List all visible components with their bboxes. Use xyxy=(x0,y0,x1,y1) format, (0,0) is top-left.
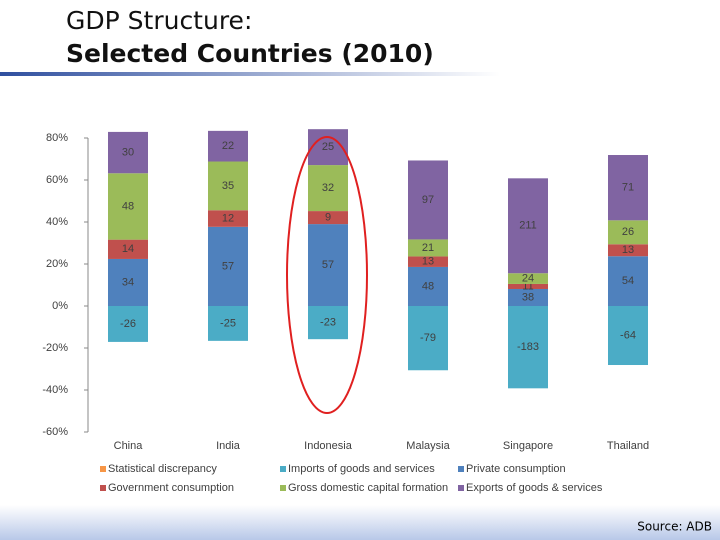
data-label: -183 xyxy=(517,341,539,353)
y-tick-label: 60% xyxy=(46,174,68,186)
data-label: 35 xyxy=(222,180,234,192)
bar-segment xyxy=(208,306,248,341)
data-label: 211 xyxy=(519,220,537,232)
data-label: 32 xyxy=(322,182,334,194)
data-label: 14 xyxy=(122,243,134,255)
bar-segment xyxy=(608,306,648,366)
data-label: 38 xyxy=(522,291,534,303)
bar-segment xyxy=(408,306,448,371)
bar-segment xyxy=(608,220,648,245)
x-tick-label: China xyxy=(114,440,144,452)
bar-segment xyxy=(308,224,348,306)
bar-segment xyxy=(308,165,348,212)
y-tick-label: 40% xyxy=(46,216,68,228)
bar-segment xyxy=(208,161,248,211)
chart-title: GDP Structure: xyxy=(66,6,252,35)
source: Source: ADB xyxy=(637,520,712,534)
data-label: 26 xyxy=(622,226,634,238)
bar-segment xyxy=(508,178,548,274)
y-tick-label: 0% xyxy=(52,300,68,312)
bar-segment xyxy=(408,239,448,257)
legend-label: Private consumption xyxy=(466,463,566,475)
data-label: 48 xyxy=(122,200,134,212)
plot-area: 80% 60% 40% 20% 0% -20% -40% -60% China 34 14 48 30 -… xyxy=(42,129,649,494)
y-tick-label: -40% xyxy=(42,384,68,396)
legend-swatch xyxy=(458,485,464,491)
bar-segment xyxy=(508,306,548,389)
x-tick-label: Thailand xyxy=(607,440,649,452)
legend-label: Imports of goods and services xyxy=(288,463,435,475)
bar-segment xyxy=(208,210,248,227)
legend-label: Government consumption xyxy=(108,482,234,494)
x-tick-label: Singapore xyxy=(503,440,553,452)
legend-swatch xyxy=(100,466,106,472)
bar-segment xyxy=(608,256,648,306)
data-label: -64 xyxy=(620,329,636,341)
data-label: 71 xyxy=(622,182,634,194)
y-tick-label: 20% xyxy=(46,258,68,270)
chart-subtitle: Selected Countries (2010) xyxy=(66,39,434,68)
bar-segment xyxy=(108,306,148,342)
data-label: 22 xyxy=(222,140,234,152)
highlight-ellipse xyxy=(286,136,368,414)
legend-label: Statistical discrepancy xyxy=(108,463,217,475)
bar-segment xyxy=(108,258,148,306)
x-tick-label: Malaysia xyxy=(406,440,450,452)
data-label: -25 xyxy=(220,317,236,329)
data-label: -23 xyxy=(320,316,336,328)
data-label: 13 xyxy=(422,256,434,268)
data-label: 21 xyxy=(422,242,434,254)
data-label: 24 xyxy=(522,273,534,285)
legend-swatch xyxy=(100,485,106,491)
legend-label: Gross domestic capital formation xyxy=(288,482,448,494)
data-label: 54 xyxy=(622,275,634,287)
x-tick-label: Indonesia xyxy=(304,440,353,452)
data-label: 12 xyxy=(222,212,234,224)
data-label: 25 xyxy=(322,141,334,153)
data-label: 11 xyxy=(522,280,533,292)
data-label: -79 xyxy=(420,332,436,344)
legend-swatch xyxy=(280,485,286,491)
data-label: 13 xyxy=(622,244,634,256)
data-label: 57 xyxy=(322,259,334,271)
bar-segment xyxy=(108,239,148,259)
y-tick-label: 80% xyxy=(46,132,68,144)
y-tick-label: -20% xyxy=(42,342,68,354)
bar-segment xyxy=(508,283,548,289)
legend-swatch xyxy=(458,466,464,472)
x-tick-label: India xyxy=(216,440,241,452)
legend-swatch xyxy=(280,466,286,472)
data-label: 48 xyxy=(422,280,434,292)
bar-segment xyxy=(208,130,248,162)
bar-segment xyxy=(508,273,548,284)
data-label: 30 xyxy=(122,147,134,159)
data-label: 97 xyxy=(422,194,434,206)
data-label: -26 xyxy=(120,318,136,330)
bar-segment xyxy=(608,155,648,221)
y-tick-label: -60% xyxy=(42,426,68,438)
data-label: 57 xyxy=(222,260,234,272)
bar-segment xyxy=(108,131,148,174)
bar-segment xyxy=(508,288,548,306)
bar-segment xyxy=(308,211,348,225)
bar-segment xyxy=(608,244,648,257)
data-label: 9 xyxy=(325,211,331,223)
legend-label: Exports of goods & services xyxy=(466,482,603,494)
bar-segment xyxy=(408,266,448,306)
bar-segment xyxy=(308,306,348,340)
data-label: 34 xyxy=(122,276,134,288)
bar-segment xyxy=(408,160,448,240)
bar-segment xyxy=(208,226,248,306)
bar-segment xyxy=(108,173,148,240)
bar-segment xyxy=(408,256,448,267)
title-rule xyxy=(0,72,500,76)
footer-band xyxy=(0,505,720,540)
